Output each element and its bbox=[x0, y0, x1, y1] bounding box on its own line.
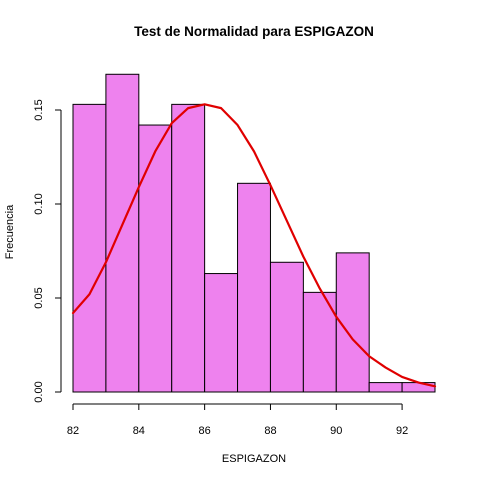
x-tick-label: 88 bbox=[264, 425, 276, 437]
normal-density-curve bbox=[71, 103, 437, 388]
histogram-bar-1 bbox=[72, 103, 107, 393]
histogram-bar-5 bbox=[204, 273, 239, 393]
x-tick-label: 90 bbox=[330, 425, 342, 437]
histogram-bar-6 bbox=[237, 182, 271, 393]
bars-layer bbox=[72, 73, 436, 393]
x-tick-label: 92 bbox=[396, 425, 408, 437]
histogram-bar-9 bbox=[335, 252, 370, 393]
histogram-bar-7 bbox=[269, 261, 304, 393]
x-tick-label: 84 bbox=[133, 425, 145, 437]
y-tick-label: 0.05 bbox=[33, 287, 45, 308]
x-tick-label: 82 bbox=[67, 425, 79, 437]
x-tick-label: 86 bbox=[199, 425, 211, 437]
y-tick-label: 0.15 bbox=[33, 99, 45, 120]
y-tick-label: 0.00 bbox=[33, 381, 45, 402]
y-axis: 0.00 0.05 0.10 0.15 bbox=[33, 99, 62, 403]
chart-title: Test de Normalidad para ESPIGAZON bbox=[134, 24, 374, 39]
density-curve-layer bbox=[71, 103, 437, 388]
y-axis-label: Frecuencia bbox=[4, 204, 16, 259]
histogram-bar-10 bbox=[368, 382, 403, 393]
x-axis-label: ESPIGAZON bbox=[222, 453, 286, 465]
histogram-bar-4 bbox=[171, 103, 206, 393]
histogram-bar-3 bbox=[138, 124, 173, 393]
histogram-bar-2 bbox=[105, 73, 140, 393]
x-axis: 82 84 86 88 90 92 bbox=[67, 403, 408, 437]
histogram-bar-11 bbox=[401, 382, 436, 393]
y-tick-label: 0.10 bbox=[33, 193, 45, 214]
